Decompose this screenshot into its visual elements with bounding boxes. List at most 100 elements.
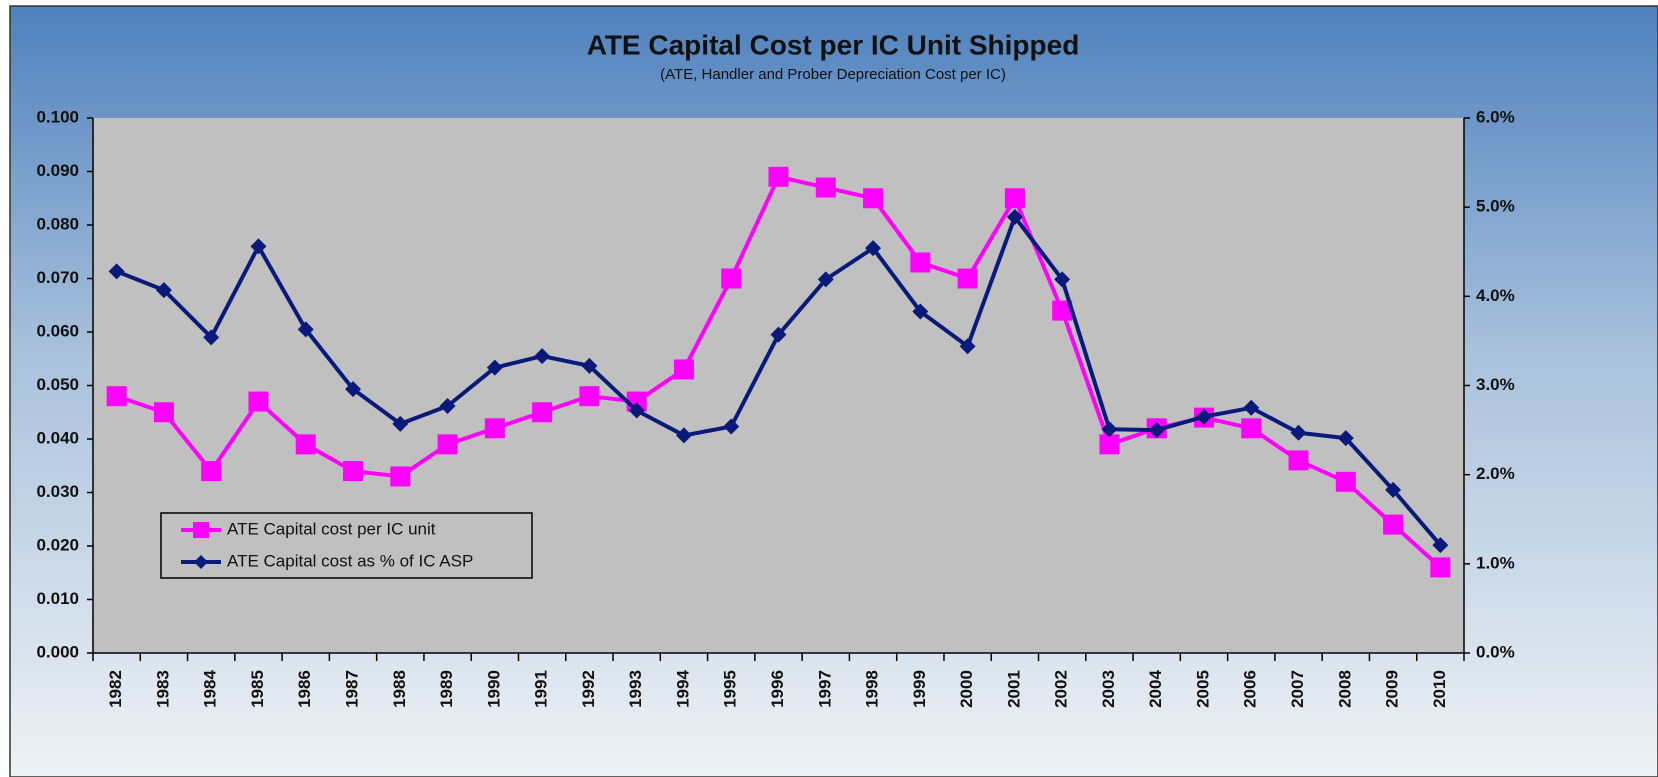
y-tick-label: 0.070: [36, 268, 79, 287]
square-marker: [153, 402, 174, 423]
y2-tick-label: 3.0%: [1476, 375, 1515, 394]
diamond-marker: [628, 402, 645, 419]
square-marker: [768, 166, 789, 187]
y-tick-label: 0.030: [36, 482, 79, 501]
diamond-marker: [675, 427, 692, 444]
diamond-marker: [1148, 422, 1165, 439]
diamond-marker: [345, 381, 362, 398]
square-marker: [343, 461, 364, 482]
y-tick-label: 0.040: [36, 428, 79, 447]
y-tick-label: 0.090: [36, 161, 79, 180]
diamond-marker: [817, 271, 834, 288]
diamond-marker: [155, 282, 172, 299]
x-tick-label: 1995: [721, 670, 740, 708]
square-marker: [1004, 188, 1025, 209]
square-marker: [957, 268, 978, 289]
x-tick-label: 2000: [957, 670, 976, 708]
x-tick-label: 1996: [768, 670, 787, 708]
square-marker: [1383, 514, 1404, 535]
square-marker: [579, 386, 600, 407]
square-marker: [863, 188, 884, 209]
diamond-marker: [723, 418, 740, 435]
x-tick-label: 2005: [1193, 670, 1212, 708]
legend-box: [160, 512, 533, 579]
diamond-marker: [1337, 430, 1354, 447]
square-marker: [815, 177, 836, 198]
x-tick-label: 1999: [910, 670, 929, 708]
legend-label: ATE Capital cost as % of IC ASP: [227, 551, 473, 570]
square-marker: [295, 434, 316, 455]
diamond-marker: [770, 326, 787, 343]
square-marker: [484, 418, 505, 439]
y-tick-label: 0.050: [36, 375, 79, 394]
x-tick-label: 2009: [1383, 670, 1402, 708]
diamond-marker: [108, 263, 125, 280]
diamond-marker: [1195, 408, 1212, 425]
y-tick-label: 0.060: [36, 321, 79, 340]
x-tick-label: 2007: [1288, 670, 1307, 708]
x-tick-label: 1988: [390, 670, 409, 708]
x-tick-label: 1987: [343, 670, 362, 708]
diamond-marker: [959, 338, 976, 355]
y2-tick-label: 2.0%: [1476, 464, 1515, 483]
x-tick-label: 1984: [201, 670, 220, 708]
x-tick-label: 1997: [815, 670, 834, 708]
square-marker: [1430, 557, 1451, 578]
y2-tick-label: 6.0%: [1476, 107, 1515, 126]
x-tick-label: 1982: [106, 670, 125, 708]
y2-tick-label: 4.0%: [1476, 286, 1515, 305]
diamond-marker: [1101, 421, 1118, 438]
square-marker: [1099, 434, 1120, 455]
square-marker: [673, 359, 694, 380]
legend-label: ATE Capital cost per IC unit: [227, 519, 436, 538]
diamond-marker: [1006, 208, 1023, 225]
x-tick-label: 1994: [673, 670, 692, 708]
diamond-marker: [534, 348, 551, 365]
legend-marker: [194, 555, 208, 569]
x-tick-label: 1991: [532, 670, 551, 708]
diamond-marker: [392, 415, 409, 432]
square-marker: [201, 461, 222, 482]
diamond-marker: [912, 303, 929, 320]
x-tick-label: 2003: [1099, 670, 1118, 708]
diamond-marker: [486, 359, 503, 376]
x-tick-label: 1990: [484, 670, 503, 708]
diamond-marker: [439, 398, 456, 415]
chart-title: ATE Capital Cost per IC Unit Shipped: [587, 29, 1080, 60]
x-tick-label: 1986: [295, 670, 314, 708]
y-tick-label: 0.010: [36, 589, 79, 608]
square-marker: [390, 466, 411, 487]
square-marker: [532, 402, 553, 423]
diamond-marker: [581, 357, 598, 374]
diamond-marker: [865, 240, 882, 257]
diamond-marker: [250, 238, 267, 255]
square-marker: [106, 386, 127, 407]
x-tick-label: 1992: [579, 670, 598, 708]
x-tick-label: 2008: [1335, 670, 1354, 708]
x-tick-label: 1998: [863, 670, 882, 708]
x-tick-label: 1983: [153, 670, 172, 708]
y2-tick-label: 0.0%: [1476, 642, 1515, 661]
x-tick-label: 2002: [1052, 670, 1071, 708]
square-marker: [1241, 418, 1262, 439]
square-marker: [1288, 450, 1309, 471]
x-tick-label: 2006: [1241, 670, 1260, 708]
diamond-marker: [1432, 537, 1449, 554]
legend-marker: [193, 522, 209, 538]
x-tick-label: 1985: [248, 670, 267, 708]
x-tick-label: 2010: [1430, 670, 1449, 708]
y2-tick-label: 1.0%: [1476, 553, 1515, 572]
x-tick-label: 1989: [437, 670, 456, 708]
square-marker: [1052, 300, 1073, 321]
diamond-marker: [203, 329, 220, 346]
x-tick-label: 1993: [626, 670, 645, 708]
diamond-marker: [1243, 399, 1260, 416]
square-marker: [248, 391, 269, 412]
y-tick-label: 0.000: [36, 642, 79, 661]
diamond-marker: [297, 321, 314, 338]
chart-subtitle: (ATE, Handler and Prober Depreciation Co…: [660, 66, 1006, 83]
y-tick-label: 0.100: [36, 107, 79, 126]
square-marker: [721, 268, 742, 289]
diamond-marker: [1290, 424, 1307, 441]
